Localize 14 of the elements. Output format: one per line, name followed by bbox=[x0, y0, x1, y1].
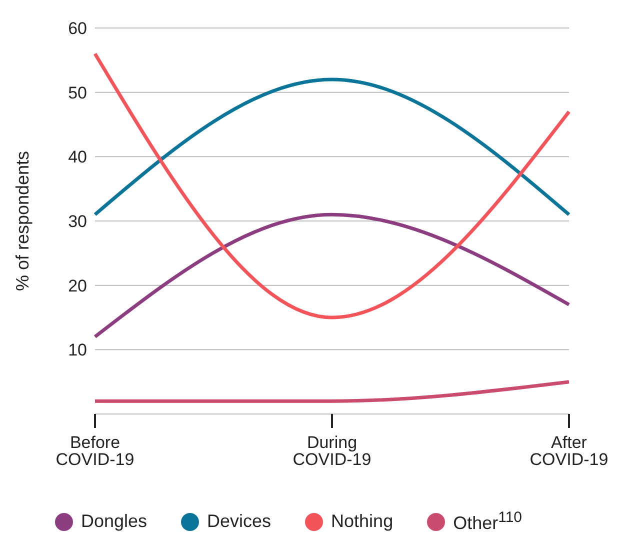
y-tick-label: 50 bbox=[68, 83, 87, 102]
y-tick-label: 20 bbox=[68, 276, 87, 296]
legend-label: Nothing bbox=[331, 511, 394, 532]
x-tick-label: During COVID-19 bbox=[292, 433, 372, 470]
y-tick-label: 30 bbox=[68, 212, 87, 232]
y-tick-label: 10 bbox=[68, 340, 87, 360]
legend-label: Other$^{110}$ bbox=[453, 509, 522, 534]
y-axis-title: % of respondents bbox=[12, 150, 32, 292]
x-tick-label: After COVID-19 bbox=[530, 433, 608, 470]
y-tick-label: 60 bbox=[68, 19, 87, 38]
legend-label: Dongles bbox=[80, 511, 147, 532]
x-tick-label: Before COVID-19 bbox=[56, 433, 134, 470]
y-tick-label: 40 bbox=[68, 148, 87, 167]
legend-label: Devices bbox=[207, 511, 272, 532]
